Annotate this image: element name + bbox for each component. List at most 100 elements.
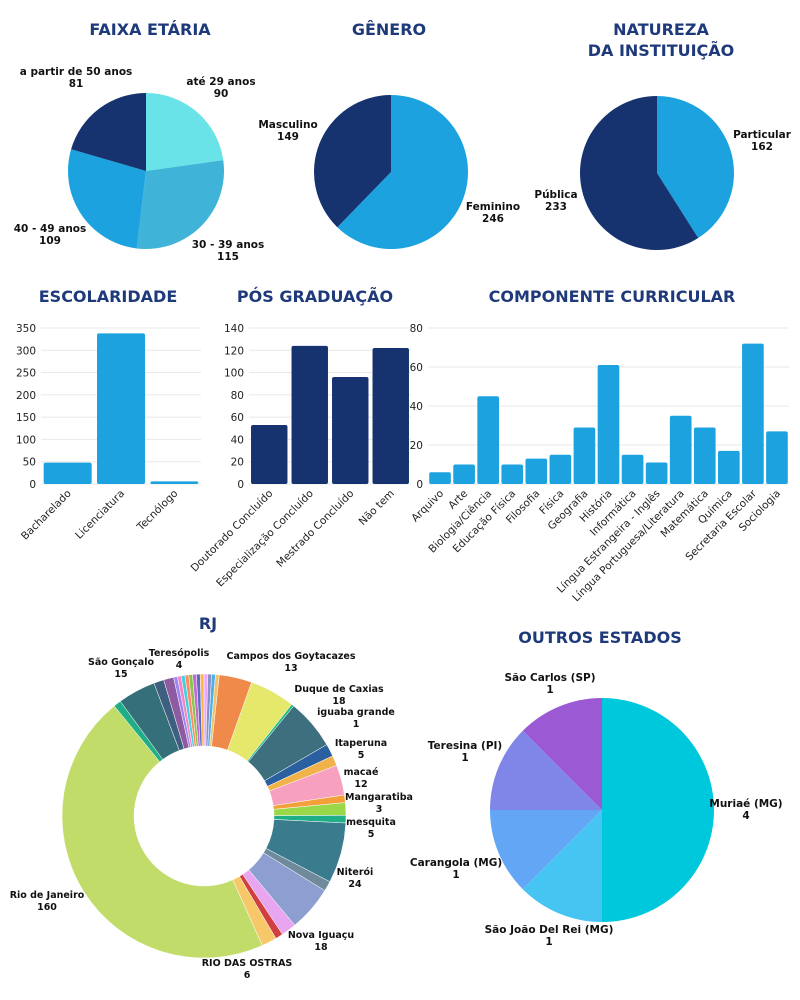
natureza-value-particular: 162 (751, 141, 773, 153)
componente-bar-filosofia (525, 458, 548, 484)
faixa-slice-30-39-anos (136, 160, 224, 250)
escolaridade-y-tick: 300 (16, 345, 36, 357)
pos-y-tick: 0 (237, 479, 244, 491)
genero-label-masculino: Masculino (258, 119, 317, 131)
rj-value-sao-goncalo: 15 (114, 669, 127, 680)
outros-label-muriae-mg: Muriaé (MG) (709, 798, 782, 810)
componente-bar-arte (453, 464, 475, 484)
genero-slice-feminino (337, 95, 468, 249)
rj-label-itaperuna: Itaperuna (335, 738, 387, 749)
faixa-slice-40-49-anos (68, 149, 146, 249)
natureza-value-publica: 233 (545, 201, 567, 213)
componente-y-tick: 20 (410, 440, 423, 452)
escolaridade-bar-licenciatura (97, 333, 145, 484)
pos-y-tick: 60 (231, 412, 244, 424)
componente-title: COMPONENTE CURRICULAR (489, 287, 736, 306)
rj-value-niteroi: 24 (348, 879, 362, 890)
escolaridade-bar-tecnologo (150, 481, 199, 484)
pos-bar-mestrado-concluido (332, 377, 369, 484)
rj-label-rio-das-ostras: RIO DAS OSTRAS (202, 958, 293, 969)
rj-label-sao-goncalo: São Gonçalo (88, 657, 154, 668)
genero-slice-masculino (314, 95, 391, 228)
rj-value-rio-de-janeiro: 160 (37, 902, 57, 913)
rj-value-rio-das-ostras: 6 (244, 970, 251, 981)
rj-value-teresopolis: 4 (176, 660, 183, 671)
natureza-slice-particular (657, 96, 734, 239)
rj-label-niteroi: Niterói (337, 867, 374, 878)
escolaridade-x-tick-licenciatura: Licenciatura (73, 488, 127, 542)
faixa-value-30-39-anos: 115 (217, 251, 239, 263)
natureza-label-publica: Pública (534, 189, 577, 201)
componente-bar-educacao-fisica (501, 464, 524, 484)
rj-value-mangaratiba: 3 (376, 804, 383, 815)
componente-bar-historia (597, 365, 620, 484)
outros-label-teresina-pi: Teresina (PI) (428, 740, 502, 752)
outros-slice-teresina-pi (490, 730, 602, 810)
rj-label-duque-de-caxias: Duque de Caxias (294, 684, 384, 695)
rj-slice-rio-de-janeiro (61, 705, 263, 959)
pos-y-tick: 20 (231, 457, 244, 469)
outros-label-carangola-mg: Carangola (MG) (410, 857, 502, 869)
escolaridade-y-tick: 100 (16, 434, 36, 446)
componente-bar-lingua-estrangeira-ingles (645, 462, 668, 484)
genero-label-feminino: Feminino (466, 201, 520, 213)
escolaridade-y-tick: 0 (29, 479, 36, 491)
componente-bar-informatica (621, 454, 644, 484)
rj-label-rio-de-janeiro: Rio de Janeiro (10, 890, 85, 901)
pos-y-tick: 120 (224, 345, 244, 357)
outros-slice-sao-carlos-sp (522, 698, 602, 810)
escolaridade-bar-chart: 0 50 100 150 200 250 300 350 Bacharelado Licencia… (16, 323, 201, 542)
outros-value-sao-joao-del-rei-mg: 1 (545, 936, 552, 948)
componente-bar-fisica (549, 454, 572, 484)
pos-y-tick: 40 (231, 434, 244, 446)
natureza-slice-publica (580, 96, 699, 250)
faixa-label-ate-29-anos: até 29 anos (186, 76, 255, 88)
outros-label-sao-carlos-sp: São Carlos (SP) (504, 672, 595, 684)
escolaridade-title: ESCOLARIDADE (39, 287, 178, 306)
componente-bar-geografia (573, 427, 596, 484)
faixa-slice-a-partir-de-50-anos (71, 93, 146, 171)
faixa-value-a-partir-de-50-anos: 81 (69, 78, 84, 90)
pos-x-tick-doutorado-concluido: Doutorado Concluído (189, 488, 276, 575)
componente-bar-quimica (718, 450, 740, 484)
outros-title: OUTROS ESTADOS (518, 628, 681, 647)
pos-x-tick-nao-tem: Não tem (357, 488, 397, 528)
faixa-slice-ate-29-anos (146, 93, 224, 171)
rj-value-mesquita: 5 (368, 829, 375, 840)
componente-x-tick-arquivo: Arquivo (409, 488, 446, 525)
rj-label-mangaratiba: Mangaratiba (345, 792, 413, 803)
rj-value-iguaba-grande: 1 (353, 719, 360, 730)
componente-bar-biologia-ciencia (477, 396, 499, 484)
rj-label-teresopolis: Teresópolis (149, 648, 210, 659)
escolaridade-y-tick: 350 (16, 323, 36, 335)
escolaridade-y-tick: 250 (16, 368, 36, 380)
genero-title: GÊNERO (352, 20, 426, 39)
escolaridade-x-tick-bacharelado: Bacharelado (19, 488, 74, 543)
rj-value-macae: 12 (354, 779, 367, 790)
componente-bar-matematica (693, 427, 716, 484)
escolaridade-y-tick: 150 (16, 412, 36, 424)
rj-label-iguaba-grande: iguaba grande (317, 707, 395, 718)
outros-slice-sao-joao-del-rei-mg (522, 810, 602, 922)
escolaridade-x-tick-tecnologo: Tecnólogo (134, 488, 180, 534)
componente-bar-lingua-portuguesa-literatura (669, 415, 692, 484)
pos-title: PÓS GRADUAÇÃO (237, 287, 393, 306)
componente-y-tick: 80 (410, 323, 423, 335)
faixa-title: FAIXA ETÁRIA (89, 20, 211, 39)
faixa-value-ate-29-anos: 90 (214, 88, 229, 100)
outros-label-sao-joao-del-rei-mg: São João Del Rei (MG) (485, 924, 614, 936)
faixa-label-a-partir-de-50-anos: a partir de 50 anos (20, 66, 133, 78)
genero-value-masculino: 149 (277, 131, 299, 143)
pos-bar-doutorado-concluido (251, 424, 288, 484)
pos-y-tick: 140 (224, 323, 244, 335)
outros-slice-muriae-mg (602, 698, 714, 922)
rj-value-duque-de-caxias: 18 (332, 696, 346, 707)
rj-value-nova-iguacu: 18 (314, 942, 328, 953)
outros-value-sao-carlos-sp: 1 (546, 684, 553, 696)
